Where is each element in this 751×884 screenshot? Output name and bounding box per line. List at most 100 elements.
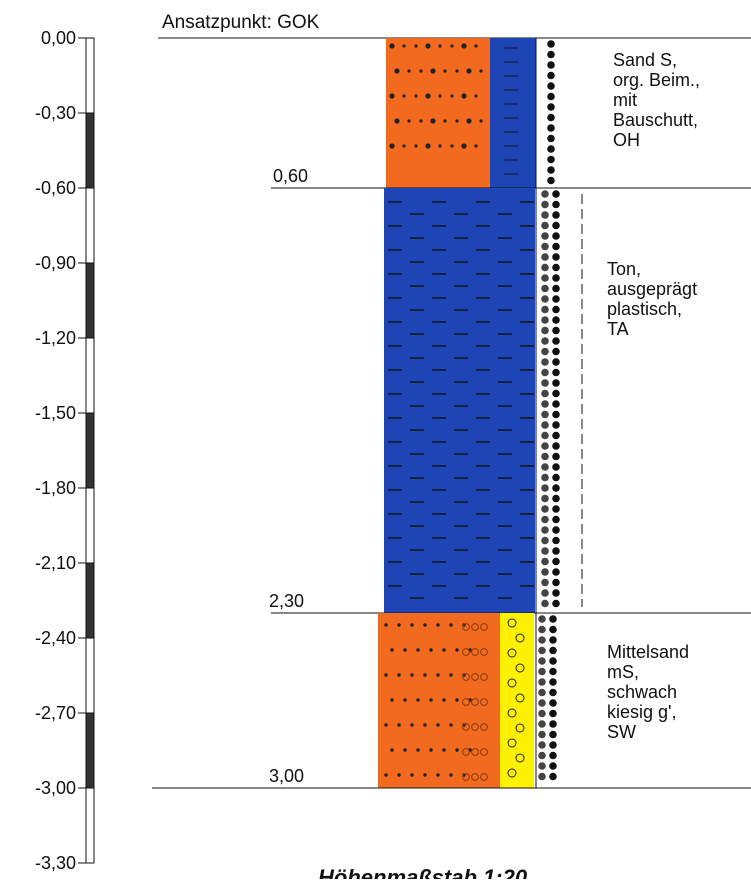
sand-grain-dot [407, 119, 411, 123]
moisture-dot [547, 124, 555, 132]
moisture-dot [541, 284, 549, 293]
sand-grain-dot [410, 673, 414, 677]
moisture-dot [547, 134, 555, 143]
sand-grain-dot [414, 44, 418, 48]
sand-grain-dot [429, 698, 433, 702]
moisture-dot [552, 505, 560, 513]
moisture-dot [541, 337, 549, 345]
moisture-dot [552, 295, 560, 303]
layer-description-line: plastisch, [607, 299, 682, 319]
moisture-dot [541, 463, 549, 471]
sand-grain-dot [449, 723, 453, 727]
moisture-dot [538, 720, 546, 728]
sand-grain-dot [430, 68, 436, 74]
moisture-dot [552, 557, 560, 566]
sand-grain-dot [438, 144, 442, 148]
moisture-dot [541, 578, 549, 587]
sand-grain-dot [449, 673, 453, 677]
moisture-dot [549, 657, 557, 665]
sand-grain-dot [442, 648, 446, 652]
moisture-dot [541, 547, 549, 555]
scale-tick-label: -0,30 [35, 103, 76, 123]
sand-grain-dot [438, 44, 442, 48]
soil-layer-side-fill [490, 38, 536, 188]
moisture-dot [549, 688, 557, 697]
moisture-dot [541, 568, 549, 576]
moisture-dot [552, 442, 560, 450]
moisture-dot [552, 337, 560, 345]
sand-grain-dot [397, 773, 401, 777]
sand-grain-dot [442, 748, 446, 752]
sand-grain-dot [436, 673, 440, 677]
moisture-dot [552, 305, 560, 314]
layer-depth-label: 2,30 [269, 591, 304, 611]
moisture-dot [541, 358, 549, 366]
gravel-ring [471, 748, 479, 756]
scale-tick-label: -2,10 [35, 553, 76, 573]
moisture-dot [547, 61, 555, 69]
scale-bar-segment [85, 637, 95, 714]
layer-description-line: Bauschutt, [613, 110, 698, 130]
moisture-dot [541, 599, 549, 608]
moisture-dot [541, 515, 549, 524]
moisture-dot [541, 536, 549, 545]
sand-grain-dot [449, 623, 453, 627]
sand-grain-dot [450, 94, 454, 98]
sand-grain-dot [425, 143, 431, 149]
moisture-dot [541, 431, 549, 440]
moisture-dot [547, 71, 555, 80]
moisture-dot [552, 253, 560, 261]
moisture-dot [541, 263, 549, 272]
moisture-dot [538, 741, 546, 749]
scale-bar-segment [85, 412, 95, 489]
moisture-dot [541, 242, 549, 251]
moisture-dot [552, 242, 560, 251]
scale-tick-label: -1,80 [35, 478, 76, 498]
scale-tick-label: -3,00 [35, 778, 76, 798]
sand-grain-dot [436, 723, 440, 727]
moisture-dot [541, 200, 549, 209]
moisture-dot [547, 40, 555, 48]
sand-grain-dot [466, 68, 472, 74]
sand-grain-dot [429, 648, 433, 652]
scale-footer-title: Höhenmaßstab 1:20 [318, 865, 528, 879]
moisture-dot [538, 709, 546, 718]
soil-layer-fill [386, 38, 490, 188]
soil-layer-fill [378, 613, 500, 788]
gravel-ring [515, 723, 525, 733]
gravel-ring [471, 723, 479, 731]
sand-grain-dot [410, 723, 414, 727]
moisture-dot [541, 442, 549, 450]
sand-grain-dot [389, 143, 395, 149]
moisture-dot [541, 190, 549, 198]
moisture-dot [549, 636, 557, 644]
scale-bar-segment [85, 787, 95, 864]
layer-depth-label: 3,00 [269, 766, 304, 786]
moisture-dot [541, 274, 549, 282]
gravel-ring [515, 633, 525, 643]
gravel-ring [471, 773, 479, 781]
sand-grain-dot [429, 748, 433, 752]
layer-description-line: mS, [607, 662, 639, 682]
scale-tick-label: -3,30 [35, 853, 76, 873]
moisture-dot [552, 410, 560, 419]
ansatzpunkt-label: Ansatzpunkt: GOK [162, 12, 320, 33]
scale-tick-label: -1,50 [35, 403, 76, 423]
sand-grain-dot [423, 623, 427, 627]
sand-grain-dot [455, 648, 459, 652]
moisture-dot [552, 274, 560, 282]
moisture-dot [547, 155, 555, 164]
moisture-dot [541, 494, 549, 503]
sand-grain-dot [474, 144, 478, 148]
moisture-dot [549, 741, 557, 749]
sand-grain-dot [466, 118, 472, 124]
gravel-ring [462, 673, 470, 681]
scale-tick-label: -0,90 [35, 253, 76, 273]
sand-grain-dot [384, 623, 388, 627]
moisture-dot [541, 389, 549, 398]
gravel-ring [462, 723, 470, 731]
moisture-dot [552, 473, 560, 482]
gravel-ring [471, 698, 479, 706]
sand-grain-dot [407, 69, 411, 73]
moisture-dot [552, 400, 560, 408]
